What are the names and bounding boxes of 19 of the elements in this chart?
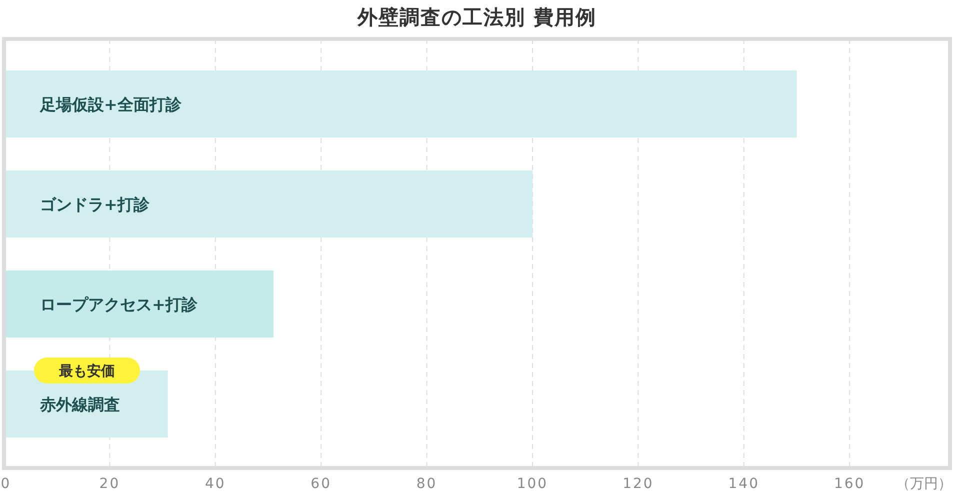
y-tick-label: ロープアクセス+打診	[40, 295, 198, 314]
x-tick-label: 20	[99, 476, 120, 491]
x-axis-title: （万円）	[896, 476, 952, 491]
y-tick-label: 足場仮設+全面打診	[39, 95, 182, 114]
y-tick-label: 赤外線調査	[39, 395, 120, 414]
annotation: 最も安価	[58, 362, 115, 380]
bar	[4, 70, 797, 138]
x-tick-label: 60	[310, 476, 332, 491]
x-tick-label: 100	[516, 476, 548, 491]
x-tick-label: 80	[416, 476, 438, 491]
x-tick-label: 40	[204, 476, 226, 491]
x-tick-label: 160	[834, 476, 866, 491]
chart-title: 外壁調査の工法別 費用例	[356, 5, 596, 29]
bar	[4, 270, 274, 338]
x-tick-label: 140	[728, 476, 760, 491]
x-tick-label: 0	[0, 476, 12, 491]
x-tick-label: 120	[622, 476, 654, 491]
y-tick-label: ゴンドラ+打診	[40, 195, 150, 214]
bar	[4, 170, 532, 238]
